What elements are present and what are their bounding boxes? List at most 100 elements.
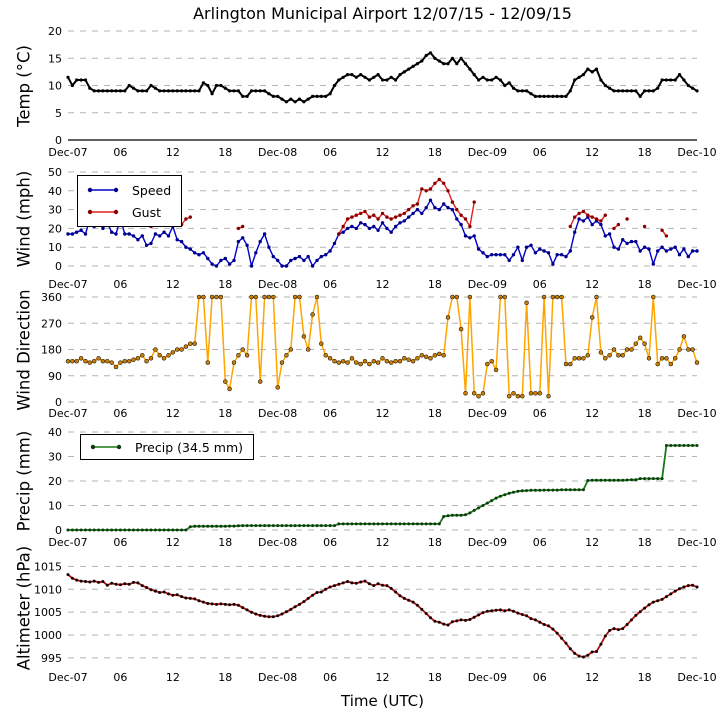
data-point — [100, 358, 106, 364]
data-point — [398, 594, 402, 598]
data-point — [555, 631, 559, 635]
data-point — [83, 358, 88, 364]
data-point — [219, 258, 223, 263]
data-point — [656, 249, 660, 253]
data-point — [123, 528, 127, 532]
data-point — [236, 239, 241, 244]
data-point — [410, 358, 416, 364]
data-point — [75, 230, 79, 234]
data-point — [157, 353, 162, 358]
data-point — [415, 62, 419, 66]
data-point — [114, 232, 118, 236]
x-tick-label: 12 — [166, 146, 180, 159]
data-point — [88, 528, 92, 532]
data-point — [271, 294, 276, 300]
data-point — [612, 478, 616, 482]
data-point — [669, 78, 673, 82]
data-point — [589, 315, 595, 320]
data-point — [568, 89, 572, 93]
data-point — [586, 653, 590, 657]
data-point — [267, 245, 271, 249]
data-point — [559, 294, 564, 300]
data-point — [97, 89, 101, 93]
data-point — [629, 239, 634, 244]
data-point — [75, 578, 79, 582]
data-point — [424, 206, 428, 210]
y-tick-label: 20 — [48, 25, 62, 38]
data-point — [153, 232, 158, 236]
data-point — [127, 528, 131, 532]
data-point — [166, 234, 171, 238]
data-point — [241, 236, 245, 240]
data-point — [437, 207, 441, 212]
data-point — [263, 89, 267, 93]
data-point — [372, 75, 376, 79]
data-point — [236, 524, 240, 528]
data-point — [485, 361, 490, 367]
wind-panel: 0 10 20 30 40 50 Dec-07 06 12 18 Dec-08 06 12 18 Dec-0… — [48, 166, 717, 291]
x-tick-label: Dec-07 — [48, 407, 87, 420]
data-point — [686, 347, 691, 352]
y-tick-label: 270 — [41, 317, 62, 330]
data-point — [127, 232, 131, 236]
data-point — [385, 78, 389, 82]
data-point — [472, 73, 476, 77]
data-point — [297, 294, 302, 300]
data-point — [289, 607, 293, 611]
data-point — [472, 508, 476, 512]
data-point — [79, 579, 83, 583]
data-point — [171, 89, 175, 93]
data-point — [92, 528, 96, 532]
y-tick-label: 1005 — [34, 606, 62, 619]
data-point — [441, 353, 446, 358]
wind-legend: Speed Gust — [77, 175, 183, 227]
x-tick-label: Dec-07 — [48, 146, 87, 159]
data-point — [293, 524, 297, 528]
data-point — [681, 334, 687, 339]
data-point — [459, 513, 463, 517]
data-point — [485, 78, 489, 82]
y-tick-label: 0 — [55, 524, 62, 537]
data-point — [306, 97, 310, 101]
y-tick-label: 40 — [48, 426, 62, 439]
data-point — [525, 89, 529, 93]
data-point — [507, 608, 511, 612]
x-tick-label: 12 — [585, 146, 599, 159]
data-point — [193, 597, 197, 601]
data-point — [621, 478, 625, 482]
data-point — [651, 294, 656, 300]
data-point — [293, 605, 297, 609]
data-point — [65, 358, 71, 364]
data-point — [254, 612, 258, 616]
data-point — [219, 602, 223, 606]
y-tick-label: 50 — [48, 166, 62, 179]
data-point — [293, 100, 297, 104]
data-point — [586, 213, 590, 217]
data-point — [324, 524, 328, 528]
x-tick-label: 12 — [376, 146, 390, 159]
data-point — [507, 81, 511, 85]
data-point — [516, 245, 520, 249]
data-point — [664, 444, 668, 447]
data-point — [633, 341, 639, 346]
data-point — [538, 247, 542, 251]
data-point — [188, 247, 192, 251]
data-point — [634, 613, 638, 617]
data-point — [564, 94, 568, 98]
data-point — [126, 358, 132, 364]
data-point — [551, 488, 555, 492]
data-point — [376, 582, 380, 586]
data-point — [520, 393, 525, 399]
x-tick-label: 06 — [323, 536, 337, 549]
data-point — [616, 89, 621, 93]
data-point — [78, 356, 84, 361]
data-point — [249, 294, 254, 300]
data-point — [306, 524, 310, 528]
data-point — [218, 294, 224, 300]
data-point — [271, 615, 275, 619]
data-point — [284, 100, 288, 104]
data-point — [153, 86, 157, 90]
data-point — [490, 609, 494, 613]
data-point — [140, 89, 144, 93]
data-point — [433, 181, 437, 185]
